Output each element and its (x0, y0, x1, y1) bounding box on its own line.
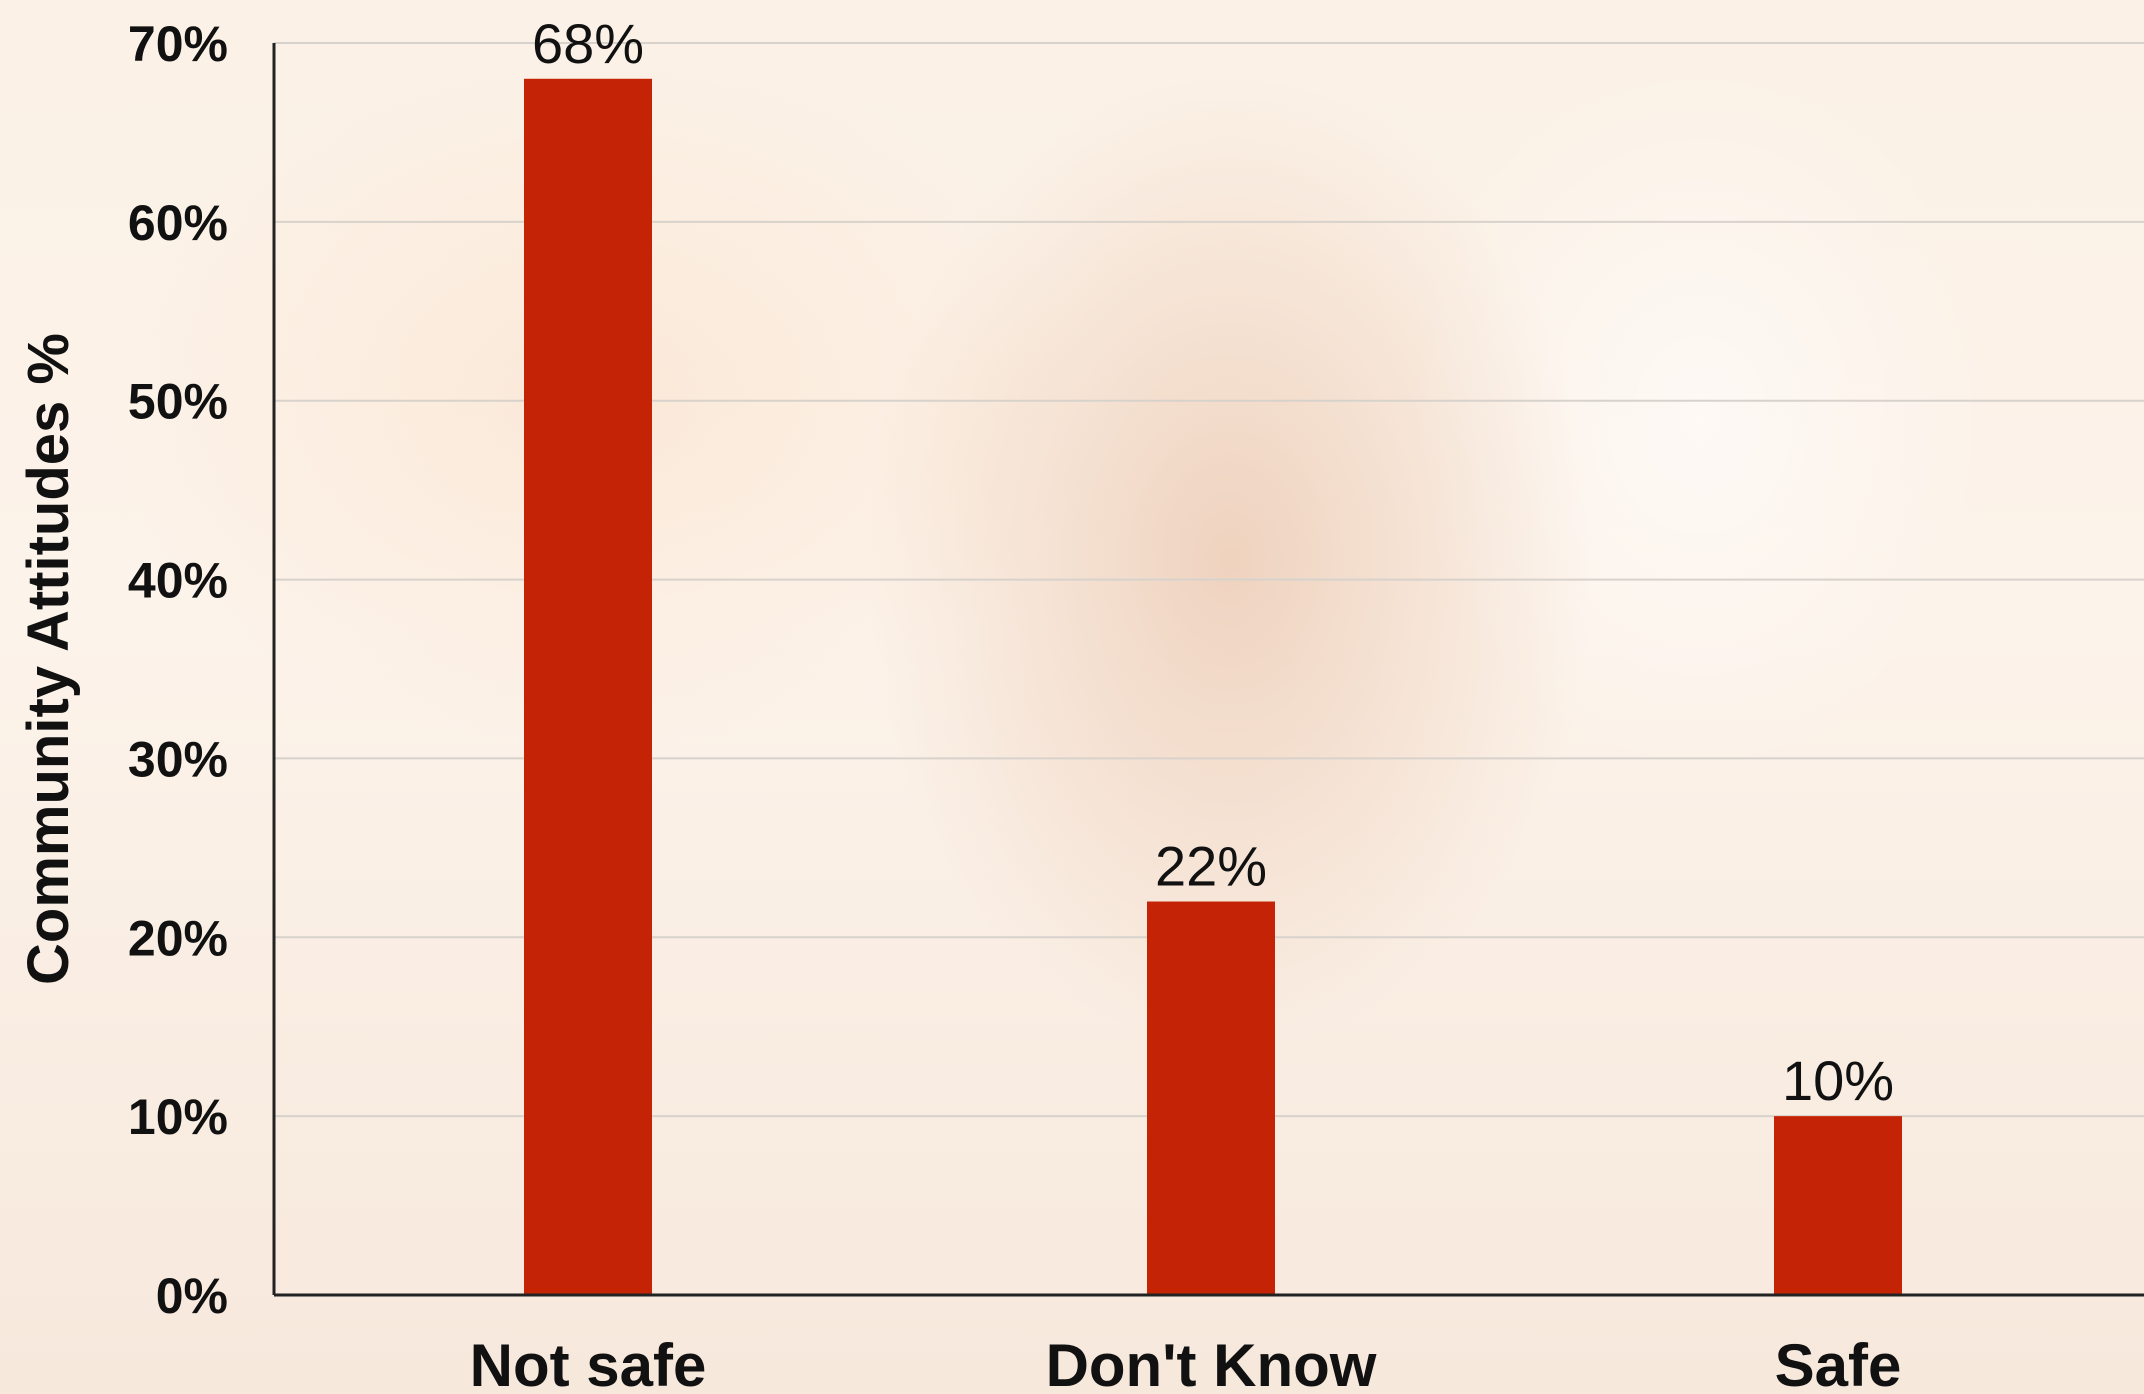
x-category-label: Don't Know (1046, 1332, 1377, 1394)
bar (1147, 901, 1275, 1295)
bars (524, 78, 1902, 1295)
bar (524, 78, 652, 1295)
y-tick-label: 30% (128, 731, 228, 787)
y-tick-label: 40% (128, 553, 228, 609)
y-tick-label: 70% (128, 16, 228, 72)
y-axis-ticks: 0% 10% 20% 30% 40% 50% 60% 70% (128, 16, 228, 1324)
data-label: 10% (1782, 1049, 1894, 1112)
data-label: 68% (532, 12, 644, 75)
x-category-label: Safe (1775, 1332, 1902, 1394)
x-category-label: Not safe (470, 1332, 707, 1394)
data-labels: 68% 22% 10% (532, 12, 1894, 1112)
bar (1774, 1116, 1902, 1295)
y-tick-label: 20% (128, 910, 228, 966)
y-tick-label: 60% (128, 195, 228, 251)
y-tick-label: 50% (128, 374, 228, 430)
y-axis-title: Community Attitudes % (16, 333, 81, 985)
y-tick-label: 10% (128, 1089, 228, 1145)
y-tick-label: 0% (156, 1268, 228, 1324)
x-axis-categories: Not safe Don't Know Safe (470, 1332, 1902, 1394)
data-label: 22% (1155, 835, 1267, 898)
